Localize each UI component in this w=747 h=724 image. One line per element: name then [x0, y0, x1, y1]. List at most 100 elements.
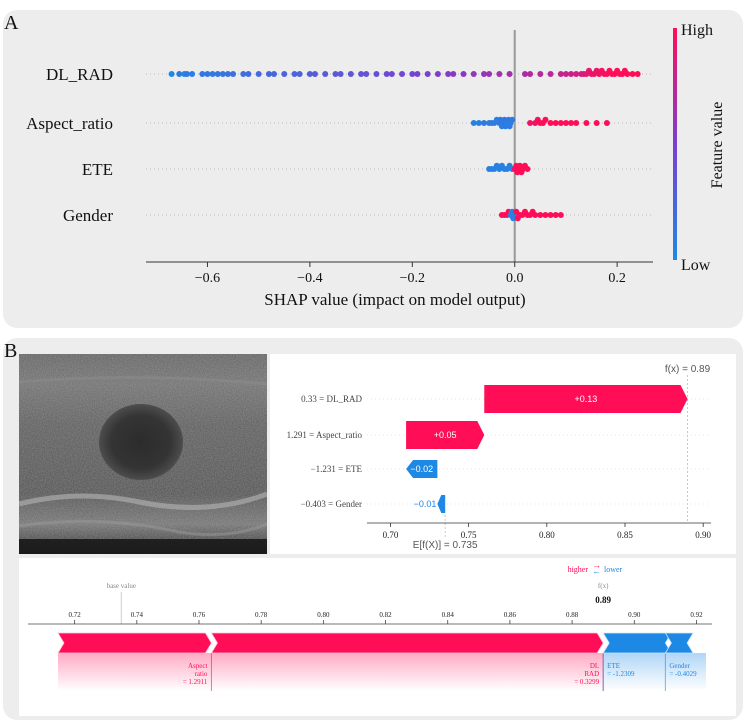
beeswarm-point	[347, 71, 354, 77]
beeswarm-point	[383, 71, 390, 77]
force-feature-label: = 1.2911	[183, 678, 208, 686]
beeswarm-point	[593, 120, 600, 126]
beeswarm-point	[496, 71, 503, 77]
beeswarm-point	[219, 71, 226, 77]
force-x-tick-label: 0.74	[131, 611, 144, 619]
beeswarm-feature-label: Aspect_ratio	[26, 114, 113, 133]
waterfall-x-tick-label: 0.85	[617, 530, 633, 540]
beeswarm-point	[306, 71, 313, 77]
ultrasound-image	[19, 354, 267, 554]
force-lower-label: lower	[604, 565, 623, 574]
beeswarm-point	[573, 120, 580, 126]
beeswarm-point	[634, 71, 641, 77]
force-x-tick-label: 0.78	[255, 611, 268, 619]
beeswarm-point	[296, 71, 303, 77]
beeswarm-point	[527, 120, 534, 126]
waterfall-feature-label: −0.403 = Gender	[301, 499, 362, 509]
beeswarm-point	[373, 71, 380, 77]
waterfall-fx-label: f(x) = 0.89	[665, 364, 711, 375]
beeswarm-point	[573, 71, 580, 77]
force-segment-negative	[602, 632, 673, 654]
beeswarm-point	[521, 71, 528, 77]
waterfall-x-tick-label: 0.70	[383, 530, 399, 540]
beeswarm-point	[322, 71, 329, 77]
beeswarm-point	[532, 212, 539, 218]
beeswarm-point	[629, 71, 636, 77]
force-segment-positive	[210, 632, 604, 654]
beeswarm-point	[224, 71, 231, 77]
waterfall-bar	[406, 460, 438, 478]
force-arrow-left-icon: ←	[592, 566, 601, 576]
beeswarm-point	[230, 71, 237, 77]
waterfall-x-tick-label: 0.90	[695, 530, 711, 540]
beeswarm-point	[542, 212, 549, 218]
force-arrow-right-icon: →	[592, 560, 601, 570]
beeswarm-point	[168, 71, 175, 77]
force-label-fade	[603, 653, 666, 691]
beeswarm-point	[199, 71, 206, 77]
panel-label-a: A	[4, 12, 19, 34]
beeswarm-plot: DL_RAD Aspect_ratio ETE Gender −0.6 −0.4 −0.2…	[26, 22, 726, 309]
beeswarm-point	[562, 120, 569, 126]
beeswarm-x-tick-label: −0.6	[195, 271, 220, 286]
beeswarm-feature-label: ETE	[82, 160, 113, 179]
beeswarm-point	[568, 120, 575, 126]
beeswarm-point	[552, 212, 559, 218]
force-x-tick-label: 0.72	[69, 611, 82, 619]
beeswarm-point	[486, 71, 493, 77]
waterfall-bar	[406, 421, 485, 449]
beeswarm-point	[450, 71, 457, 77]
beeswarm-point	[481, 71, 487, 77]
beeswarm-point	[424, 71, 431, 77]
force-base-value-label: base value	[107, 582, 136, 590]
beeswarm-point	[470, 71, 477, 77]
colorbar-low-label: Low	[681, 257, 711, 274]
beeswarm-x-label: SHAP value (impact on model output)	[264, 290, 525, 309]
beeswarm-point	[291, 71, 298, 77]
force-feature-label: = 0.3299	[574, 678, 599, 686]
force-label-fade	[211, 653, 604, 691]
beeswarm-point	[204, 71, 211, 77]
beeswarm-point	[445, 71, 452, 77]
force-label-fade	[665, 653, 706, 691]
beeswarm-point	[547, 212, 554, 218]
force-fx-value: 0.89	[595, 595, 611, 605]
beeswarm-point	[460, 71, 467, 77]
beeswarm-point	[265, 71, 272, 77]
beeswarm-point	[363, 71, 370, 77]
beeswarm-point	[281, 71, 288, 77]
beeswarm-point	[537, 71, 544, 77]
force-feature-label: Aspect	[188, 662, 207, 670]
beeswarm-point	[603, 120, 610, 126]
beeswarm-point	[475, 120, 482, 126]
force-feature-label: ratio	[195, 670, 208, 678]
beeswarm-feature-label: Gender	[63, 206, 113, 225]
force-fx-label: f(x)	[598, 582, 609, 590]
beeswarm-point	[509, 116, 516, 123]
force-feature-label: = -0.4029	[669, 670, 697, 678]
beeswarm-point	[332, 71, 339, 77]
beeswarm-point	[209, 71, 216, 77]
beeswarm-point	[434, 71, 441, 77]
waterfall-feature-label: 1.291 = Aspect_ratio	[287, 430, 363, 440]
beeswarm-point	[506, 71, 513, 77]
force-x-tick-label: 0.86	[504, 611, 517, 619]
beeswarm-point	[358, 71, 365, 77]
force-x-tick-label: 0.84	[442, 611, 455, 619]
beeswarm-point	[409, 71, 416, 77]
force-segment-positive	[57, 632, 212, 654]
force-x-tick-label: 0.88	[566, 611, 579, 619]
beeswarm-point	[271, 71, 278, 77]
beeswarm-point	[624, 71, 631, 77]
colorbar-title: Feature value	[709, 102, 726, 189]
waterfall-base-label: E[f(X)] = 0.735	[413, 540, 478, 551]
force-higher-label: higher	[568, 565, 589, 574]
waterfall-value-label: +0.05	[434, 430, 457, 440]
beeswarm-point	[527, 71, 534, 77]
beeswarm-point	[542, 116, 549, 123]
force-x-tick-label: 0.90	[628, 611, 641, 619]
beeswarm-point	[470, 120, 477, 126]
beeswarm-point	[214, 71, 221, 77]
panel-label-b: B	[4, 340, 18, 362]
